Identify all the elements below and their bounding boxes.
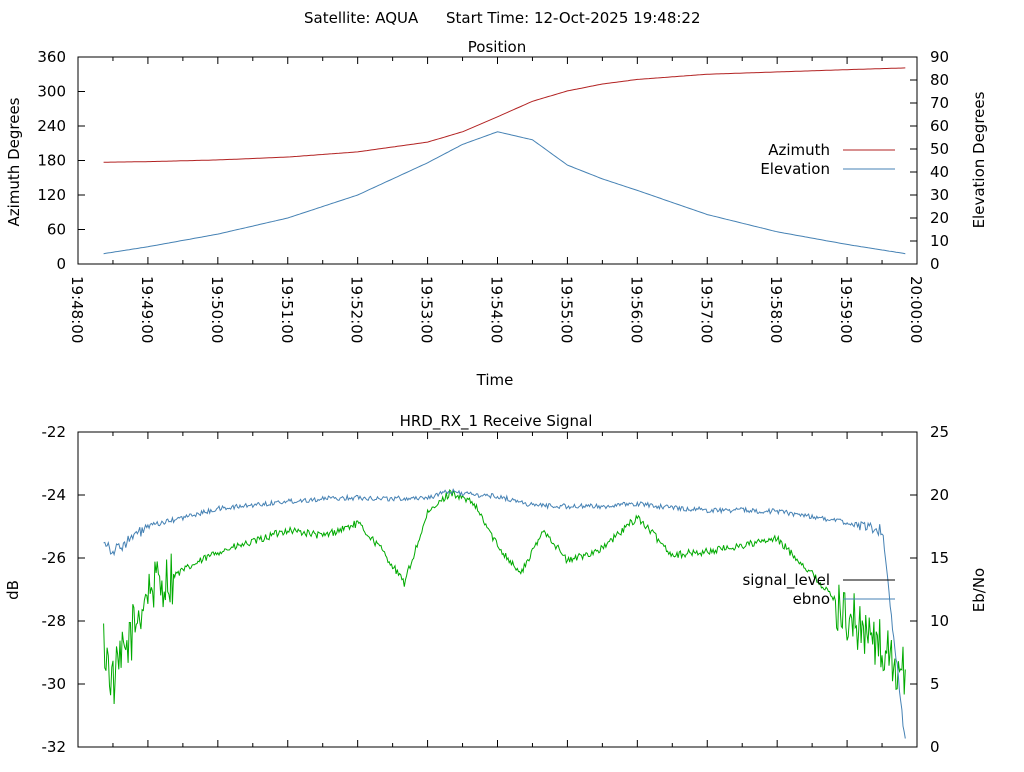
legend-label-Elevation: Elevation	[760, 160, 830, 178]
y2-tick-label: 15	[930, 549, 949, 567]
y2-tick-label: 5	[930, 675, 940, 693]
x-tick-label: 19:49:00	[138, 276, 156, 343]
y-tick-label: 240	[37, 117, 66, 135]
y2-tick-label: 90	[930, 48, 949, 66]
y-tick-label: 360	[37, 48, 66, 66]
position-y2label: Elevation Degrees	[970, 91, 988, 228]
signal-plot-frame	[77, 431, 918, 748]
y-tick-label: -24	[42, 486, 67, 504]
y-tick-label: -26	[42, 549, 67, 567]
position-ylabel: Azimuth Degrees	[5, 97, 23, 226]
x-tick-label: 19:48:00	[68, 276, 86, 343]
legend-label-ebno: ebno	[793, 590, 830, 608]
signal-ylabel: dB	[4, 580, 22, 600]
series-line-Elevation	[103, 131, 906, 255]
y2-tick-label: 80	[930, 71, 949, 89]
signal-chart: HRD_RX_1 Receive Signal -32 -30 -28 -26 -24 -…	[4, 412, 988, 756]
x-tick-label: 19:57:00	[697, 276, 715, 343]
y2-tick-label: 0	[930, 738, 940, 756]
y2-tick-label: 20	[930, 209, 949, 227]
x-tick-label: 19:53:00	[418, 276, 436, 343]
x-tick-label: 19:59:00	[837, 276, 855, 343]
y-tick-label: -22	[42, 423, 67, 441]
y2-tick-label: 30	[930, 186, 949, 204]
x-tick-label: 19:54:00	[488, 276, 506, 343]
y-tick-label: -32	[42, 738, 67, 756]
position-chart: Position 19:48:00 19:49:00 19:50:00 19:51:0…	[5, 38, 988, 389]
y2-tick-label: 25	[930, 423, 949, 441]
legend-label-Azimuth: Azimuth	[768, 141, 830, 159]
x-tick-label: 19:58:00	[767, 276, 785, 343]
position-xlabel: Time	[476, 371, 514, 389]
y-tick-label: 300	[37, 83, 66, 101]
signal-y2label: Eb/No	[970, 568, 988, 612]
y2-tick-label: 50	[930, 140, 949, 158]
legend-label-signal_level: signal_level	[742, 571, 830, 590]
y2-tick-label: 0	[930, 255, 940, 273]
x-tick-label: 19:52:00	[348, 276, 366, 343]
series-line-signal_level	[103, 488, 906, 705]
series-line-ebno	[103, 488, 906, 739]
x-tick-label: 20:00:00	[907, 276, 925, 343]
x-tick-label: 19:50:00	[208, 276, 226, 343]
header-satellite: Satellite: AQUA	[304, 9, 419, 27]
y-tick-label: 60	[47, 221, 66, 239]
y2-tick-label: 10	[930, 232, 949, 250]
y2-tick-label: 40	[930, 163, 949, 181]
y2-tick-label: 10	[930, 612, 949, 630]
y2-tick-label: 20	[930, 486, 949, 504]
position-title: Position	[468, 38, 526, 56]
y-tick-label: 120	[37, 186, 66, 204]
signal-title: HRD_RX_1 Receive Signal	[400, 412, 593, 431]
header-start-time: Start Time: 12-Oct-2025 19:48:22	[446, 9, 701, 27]
y-tick-label: 0	[56, 255, 66, 273]
x-tick-label: 19:56:00	[627, 276, 645, 343]
x-tick-label: 19:51:00	[278, 276, 296, 343]
x-tick-label: 19:55:00	[557, 276, 575, 343]
y-tick-label: -30	[42, 675, 67, 693]
y-tick-label: -28	[42, 612, 67, 630]
y2-tick-label: 60	[930, 117, 949, 135]
y-tick-label: 180	[37, 152, 66, 170]
series-line-Azimuth	[103, 67, 906, 163]
y2-tick-label: 70	[930, 94, 949, 112]
